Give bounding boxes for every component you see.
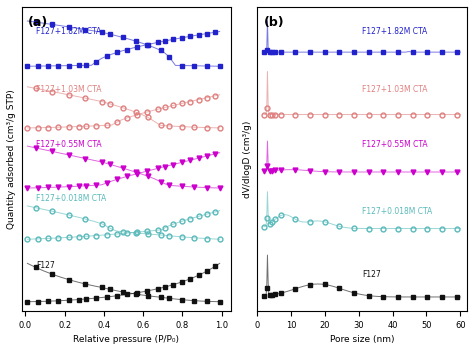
Text: F127: F127 bbox=[36, 261, 55, 270]
Text: F127+1.03M CTA: F127+1.03M CTA bbox=[362, 85, 428, 94]
Text: (b): (b) bbox=[264, 16, 284, 29]
Text: F127+1.82M CTA: F127+1.82M CTA bbox=[36, 27, 101, 36]
Text: F127+0.55M CTA: F127+0.55M CTA bbox=[36, 140, 102, 149]
Y-axis label: Quantity adsorbed (cm³/g STP): Quantity adsorbed (cm³/g STP) bbox=[7, 89, 16, 229]
Text: F127+0.018M CTA: F127+0.018M CTA bbox=[362, 206, 432, 216]
Text: F127+0.55M CTA: F127+0.55M CTA bbox=[362, 140, 428, 149]
Text: F127+1.82M CTA: F127+1.82M CTA bbox=[362, 27, 428, 36]
Text: F127+0.018M CTA: F127+0.018M CTA bbox=[36, 194, 107, 203]
Text: (a): (a) bbox=[28, 16, 48, 29]
Text: F127+1.03M CTA: F127+1.03M CTA bbox=[36, 85, 102, 94]
X-axis label: Relative pressure (P/P₀): Relative pressure (P/P₀) bbox=[73, 335, 180, 344]
Y-axis label: dV/dlogD (cm³/g): dV/dlogD (cm³/g) bbox=[243, 120, 252, 198]
X-axis label: Pore size (nm): Pore size (nm) bbox=[330, 335, 394, 344]
Text: F127: F127 bbox=[362, 270, 381, 279]
